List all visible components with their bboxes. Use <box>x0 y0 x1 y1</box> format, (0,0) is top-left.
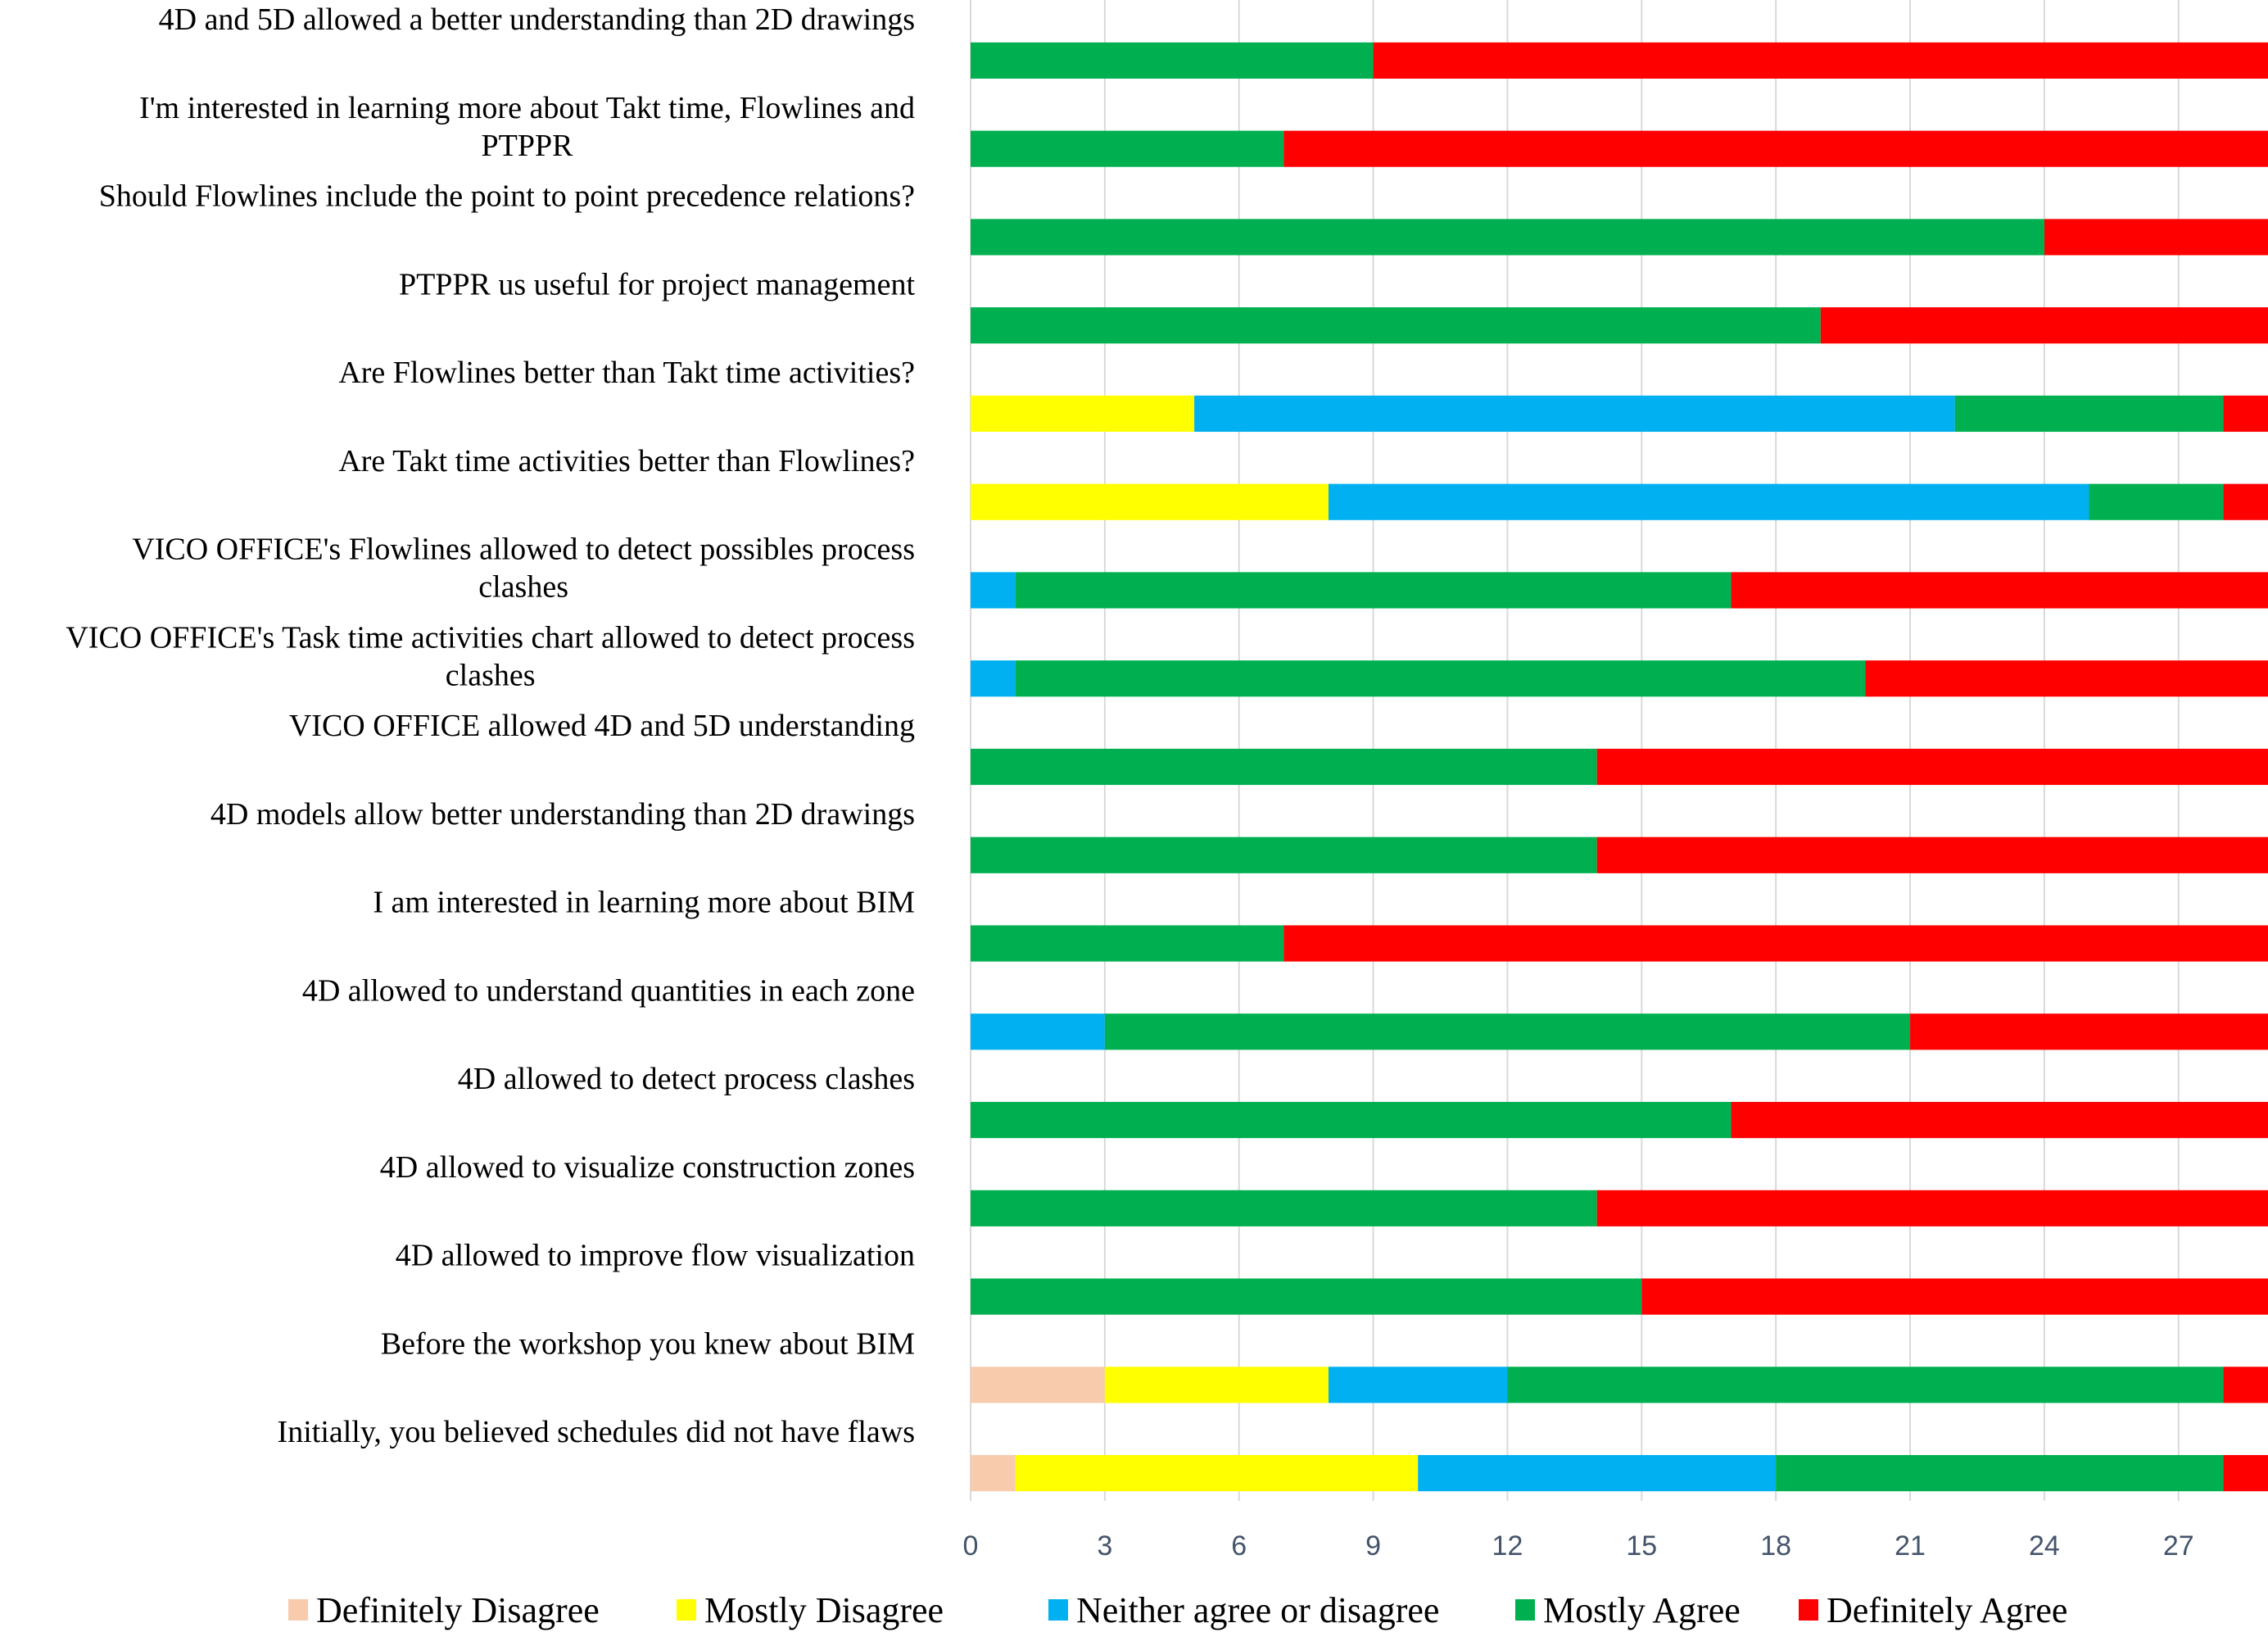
bar-segment-definitely-agree <box>2223 395 2268 433</box>
bar-segment-mostly-agree <box>971 1190 1597 1226</box>
category-label: I am interested in learning more about B… <box>373 886 915 920</box>
bar-segment-definitely-disagree <box>971 1367 1105 1403</box>
bar-segment-neither-agree-or-disagree <box>971 572 1016 609</box>
bar-segment-definitely-agree <box>1865 660 2268 697</box>
x-tick-label: 18 <box>1760 1530 1791 1562</box>
category-label: 4D allowed to understand quantities in e… <box>302 973 915 1008</box>
bar-segment-definitely-agree <box>1731 572 2268 609</box>
x-tick-label: 6 <box>1231 1530 1247 1562</box>
bar-segment-mostly-agree <box>971 1101 1732 1139</box>
bar-segment-neither-agree-or-disagree <box>971 1013 1105 1050</box>
bar-segment-definitely-agree <box>1596 836 2268 873</box>
bar-segment-mostly-agree <box>971 307 1821 344</box>
bar-segment-definitely-agree <box>1373 42 2268 79</box>
legend-swatch <box>1048 1599 1068 1621</box>
bar-segment-definitely-agree <box>1596 748 2268 786</box>
category-label-line2: clashes <box>478 570 568 605</box>
bar-segment-mostly-agree <box>971 219 2044 256</box>
bar-segment-definitely-agree <box>2044 219 2268 256</box>
bar-segment-mostly-disagree <box>1015 1455 1419 1492</box>
legend-label: Definitely Disagree <box>316 1590 600 1630</box>
category-label: VICO OFFICE's Task time activities chart… <box>66 620 915 655</box>
bar-segment-mostly-agree <box>971 925 1284 962</box>
category-label: Are Flowlines better than Takt time acti… <box>338 356 915 390</box>
category-label: 4D allowed to visualize construction zon… <box>380 1150 915 1185</box>
legend-swatch <box>677 1599 696 1621</box>
bars <box>971 42 2268 1492</box>
bar-segment-mostly-agree <box>971 42 1374 79</box>
legend-label: Neither agree or disagree <box>1076 1590 1439 1630</box>
bar-segment-mostly-agree <box>971 748 1597 786</box>
category-label-line2: clashes <box>446 658 536 692</box>
category-label: Before the workshop you knew about BIM <box>381 1326 915 1361</box>
x-axis-tick-labels: 0 3 6 9 12 15 18 21 24 27 <box>963 1530 2194 1562</box>
legend-label: Mostly Agree <box>1543 1590 1741 1630</box>
x-tick-label: 9 <box>1365 1530 1381 1562</box>
x-tick-label: 3 <box>1097 1530 1112 1562</box>
bar-segment-mostly-agree <box>971 836 1597 873</box>
legend: Definitely Disagree Mostly Disagree Neithe… <box>288 1590 2067 1630</box>
bar-segment-definitely-agree <box>1731 1101 2268 1139</box>
bar-segment-definitely-agree <box>1820 307 2268 344</box>
bar-segment-mostly-agree <box>2089 483 2224 520</box>
bar-segment-definitely-agree <box>1910 1013 2268 1050</box>
category-label: 4D allowed to detect process clashes <box>458 1062 915 1096</box>
bar-segment-mostly-agree <box>1954 395 2224 433</box>
category-label: VICO OFFICE allowed 4D and 5D understand… <box>289 709 915 743</box>
bar-segment-mostly-agree <box>1015 660 1866 697</box>
legend-swatch <box>1515 1599 1535 1621</box>
category-label: Should Flowlines include the point to po… <box>99 179 915 214</box>
category-label: VICO OFFICE's Flowlines allowed to detec… <box>132 533 915 567</box>
bar-segment-mostly-agree <box>971 1278 1642 1315</box>
bar-segment-neither-agree-or-disagree <box>1418 1455 1777 1492</box>
bar-segment-neither-agree-or-disagree <box>1328 483 2089 520</box>
legend-swatch <box>288 1599 308 1621</box>
legend-label: Definitely Agree <box>1827 1590 2067 1630</box>
bar-segment-neither-agree-or-disagree <box>1194 395 1955 433</box>
bar-segment-mostly-agree <box>971 130 1284 167</box>
x-tick-label: 15 <box>1626 1530 1657 1562</box>
bar-segment-mostly-agree <box>1015 572 1732 609</box>
bar-segment-neither-agree-or-disagree <box>971 660 1016 697</box>
category-labels: 4D and 5D allowed a better understanding… <box>66 2 915 1449</box>
category-label: 4D and 5D allowed a better understanding… <box>159 2 915 37</box>
bar-segment-definitely-agree <box>1283 925 2268 962</box>
x-tick-label: 21 <box>1895 1530 1926 1562</box>
bar-segment-mostly-disagree <box>1104 1367 1329 1403</box>
bar-segment-definitely-agree <box>2223 1455 2268 1492</box>
bar-segment-neither-agree-or-disagree <box>1328 1367 1508 1403</box>
bar-segment-mostly-agree <box>1776 1455 2224 1492</box>
bar-segment-definitely-disagree <box>971 1455 1016 1492</box>
bar-segment-definitely-agree <box>1596 1190 2268 1226</box>
x-tick-label: 0 <box>963 1530 979 1562</box>
x-tick-label: 12 <box>1492 1530 1523 1562</box>
category-label: PTPPR us useful for project management <box>399 267 916 301</box>
category-label-line2: PTPPR <box>482 129 574 163</box>
legend-label: Mostly Disagree <box>704 1590 944 1630</box>
category-label: 4D models allow better understanding tha… <box>211 797 915 832</box>
bar-segment-definitely-agree <box>2223 483 2268 520</box>
bar-segment-definitely-agree <box>2223 1367 2268 1403</box>
x-tick-label: 27 <box>2163 1530 2194 1562</box>
bar-segment-definitely-agree <box>1641 1278 2268 1315</box>
category-label: Are Takt time activities better than Flo… <box>338 444 915 478</box>
bar-segment-mostly-disagree <box>971 483 1329 520</box>
legend-swatch <box>1799 1599 1818 1621</box>
category-label: 4D allowed to improve flow visualization <box>396 1239 915 1273</box>
bar-segment-definitely-agree <box>1283 130 2268 167</box>
x-tick-label: 24 <box>2029 1530 2060 1562</box>
category-label: Initially, you believed schedules did no… <box>278 1415 915 1449</box>
category-label: I'm interested in learning more about Ta… <box>139 91 915 125</box>
bar-segment-mostly-agree <box>1507 1367 2224 1403</box>
bar-segment-mostly-disagree <box>971 395 1195 433</box>
bar-segment-mostly-agree <box>1104 1013 1911 1050</box>
